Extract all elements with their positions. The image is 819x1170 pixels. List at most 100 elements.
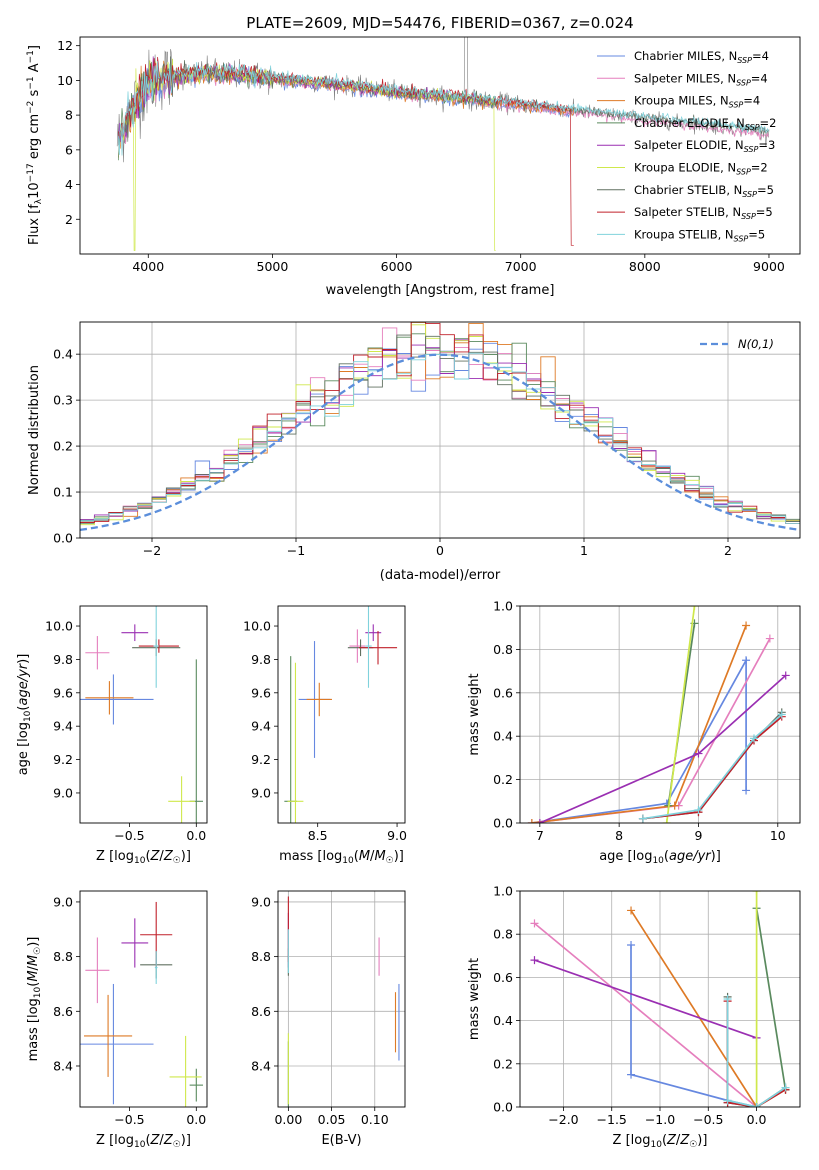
y-tick-label: 6 — [65, 142, 73, 157]
panel-3: −0.5 0.0 9.0 9.2 9.4 9.6 9.8 10.0 — [45, 605, 208, 843]
weight-line-salpeter_miles — [533, 922, 758, 1107]
x-tick-label: −2.0 — [548, 1112, 578, 1127]
x-tick-label: −1 — [287, 543, 305, 558]
x-tick-label: 10 — [770, 828, 786, 843]
weight-line-kroupa_elodie — [665, 606, 696, 823]
x-tick-label: 9 — [694, 828, 702, 843]
weight-marker-kroupa_stelib — [777, 710, 786, 719]
x-tick-label: 1 — [580, 543, 588, 558]
y-tick-label: 0.2 — [53, 439, 73, 454]
weight-marker-kroupa_miles — [627, 906, 636, 915]
plot-area-4 — [284, 606, 398, 823]
y-tick-label: 9.0 — [53, 785, 73, 800]
panel-5: 7 8 9 10 0.0 0.2 0.4 0.6 0.8 1.0 — [493, 599, 801, 843]
weight-marker-salpeter_elodie — [530, 956, 539, 965]
y-tick-label: 0.8 — [493, 927, 513, 942]
y-tick-label: 0.2 — [493, 1056, 513, 1071]
y-tick-label: 10.0 — [243, 619, 271, 634]
histogram-salpeter_elodie — [80, 339, 800, 522]
y-tick-label: 9.0 — [53, 894, 73, 909]
weight-marker-kroupa_miles — [527, 819, 536, 823]
y-tick-label: 0.6 — [493, 685, 513, 700]
weight-line-kroupa_stelib — [726, 999, 786, 1107]
plot-area-1 — [116, 37, 770, 251]
legend-label: Chabrier MILES, NSSP=4 — [634, 49, 769, 65]
y-tick-label: 8.4 — [53, 1058, 73, 1073]
x-tick-label: −0.5 — [693, 1112, 723, 1127]
plot-area-5 — [527, 606, 790, 823]
y-tick-label: 2 — [65, 212, 73, 227]
weight-line-chabrier_miles — [531, 657, 747, 823]
weight-marker-kroupa_elodie — [752, 891, 761, 895]
plot-area-3 — [80, 606, 203, 823]
model-spectrum-chabrier_stelib — [118, 56, 769, 139]
x-tick-label: −1.5 — [597, 1112, 627, 1127]
axes-frame — [277, 890, 406, 1108]
y-tick-label: 8.6 — [53, 1004, 73, 1019]
x-tick-label: −0.5 — [114, 828, 144, 843]
y-tick-label: 1.0 — [493, 884, 513, 899]
weight-line-salpeter_elodie — [534, 959, 757, 1039]
x-tick-label: 0.10 — [361, 1112, 389, 1127]
panel-7: 0.00 0.05 0.10 8.4 8.6 8.8 9.0 — [251, 890, 406, 1127]
y-tick-label: 0.2 — [493, 772, 513, 787]
axes-frame — [519, 605, 801, 824]
x-tick-label: 0 — [436, 543, 444, 558]
x-tick-label: 8000 — [629, 259, 661, 274]
x-tick-label: 4000 — [132, 259, 164, 274]
x-tick-label: 8.5 — [308, 828, 328, 843]
panel-8: −2.0 −1.5 −1.0 −0.5 0.0 0.0 0.2 0.4 0.6 0.8 1.0 — [493, 884, 801, 1127]
x-tick-label: 5000 — [257, 259, 289, 274]
weight-marker-kroupa_stelib — [781, 1083, 790, 1092]
observed-spectrum — [116, 37, 770, 163]
y-axis-label: mass weight — [467, 958, 482, 1040]
y-tick-label: 9.8 — [251, 652, 271, 667]
x-tick-label: 0.05 — [318, 1112, 346, 1127]
axes-frame — [519, 890, 801, 1108]
weight-line-kroupa_stelib — [642, 713, 783, 820]
x-tick-label: 7 — [536, 828, 544, 843]
gaussian-curve — [80, 353, 800, 532]
legend-label: Kroupa STELIB, NSSP=5 — [634, 227, 765, 243]
weight-marker-salpeter_elodie — [781, 671, 790, 680]
y-tick-label: 4 — [65, 177, 73, 192]
x-axis-label: Z [log10(Z/Z☉)] — [613, 1133, 708, 1150]
x-tick-label: −2 — [143, 543, 161, 558]
weight-line-salpeter_stelib — [642, 716, 783, 820]
model-spectrum-kroupa_stelib — [118, 61, 769, 156]
legend-label: Salpeter ELODIE, NSSP=3 — [634, 138, 775, 154]
y-tick-label: 12 — [57, 38, 73, 53]
panel-4: 8.5 9.0 9.0 9.2 9.4 9.6 9.8 10.0 — [243, 605, 407, 843]
axes-frame — [79, 321, 801, 539]
y-axis-label: mass weight — [467, 673, 482, 755]
legend-label: Salpeter MILES, NSSP=4 — [634, 71, 768, 87]
weight-marker-kroupa_elodie — [662, 819, 671, 823]
y-tick-label: 1.0 — [493, 599, 513, 614]
weight-line-chabrier_elodie — [755, 908, 787, 1090]
plot-area-6 — [80, 901, 203, 1107]
x-tick-label: −0.5 — [114, 1112, 144, 1127]
x-axis-label: age [log10(age/yr)] — [599, 849, 721, 866]
y-tick-label: 9.2 — [53, 752, 73, 767]
x-tick-label: −1.0 — [645, 1112, 675, 1127]
x-tick-label: 0.0 — [747, 1112, 767, 1127]
y-axis-label: Normed distribution — [27, 365, 42, 495]
x-tick-label: 7000 — [505, 259, 537, 274]
axes-frame — [79, 36, 801, 255]
y-tick-label: 9.0 — [251, 894, 271, 909]
x-tick-label: 0.0 — [186, 1112, 206, 1127]
y-tick-label: 9.4 — [251, 719, 271, 734]
legend-label: Chabrier ELODIE, NSSP=2 — [634, 116, 776, 132]
model-spectrum-salpeter_stelib — [118, 56, 574, 246]
y-tick-label: 9.6 — [251, 685, 271, 700]
histogram-salpeter_stelib — [80, 322, 800, 524]
y-tick-label: 8.4 — [251, 1058, 271, 1073]
x-axis-label: wavelength [Angstrom, rest frame] — [326, 283, 555, 298]
x-tick-label: 2 — [724, 543, 732, 558]
x-axis-label: Z [log10(Z/Z☉)] — [96, 849, 191, 866]
y-tick-label: 9.4 — [53, 719, 73, 734]
plot-area-7 — [287, 896, 400, 1107]
y-axis-label: mass [log10(M/M☉)] — [26, 937, 43, 1062]
axes-frame — [277, 605, 406, 824]
